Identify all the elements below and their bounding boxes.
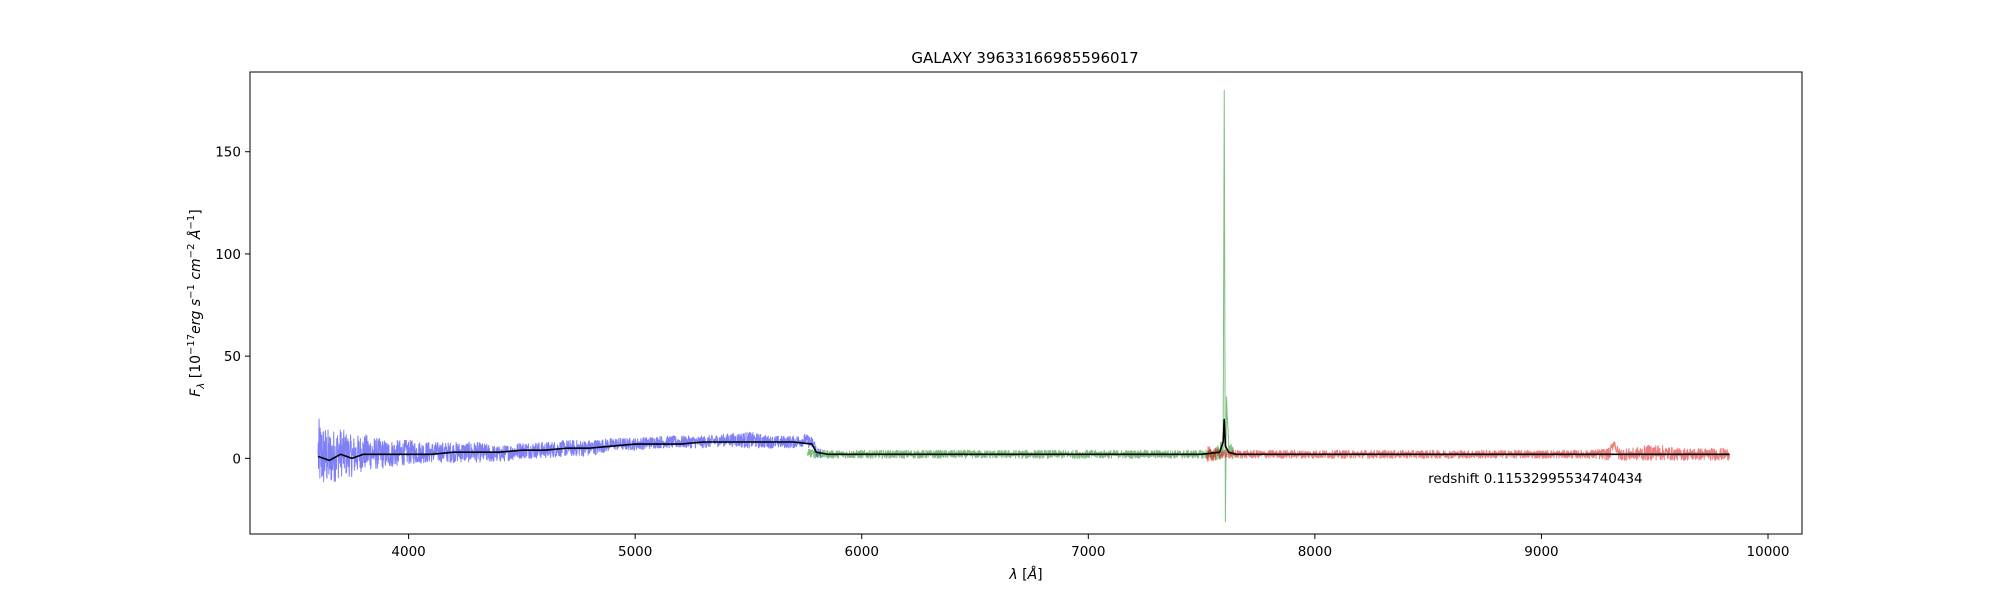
y-axis-label: Fλ [10−17erg s−1 cm−2 Å−1] (186, 209, 207, 396)
redshift-annotation: redshift 0.11532995534740434 (1428, 471, 1642, 487)
chart-title: GALAXY 39633166985596017 (911, 49, 1138, 67)
x-label-angstrom: Å (1027, 566, 1038, 583)
x-label-open: [ (1018, 567, 1028, 583)
y-tick-label: 150 (215, 145, 241, 161)
y-axis-ticks: 0 50 100 150 (215, 145, 250, 467)
y-label-cm: cm (188, 258, 204, 284)
x-label-close: ] (1037, 567, 1042, 583)
x-tick-label: 7000 (1071, 544, 1105, 560)
x-tick-label: 9000 (1524, 544, 1558, 560)
y-label-erg: erg s (188, 299, 204, 334)
x-tick-label: 6000 (845, 544, 879, 560)
y-label-exp2: −2 (186, 244, 197, 259)
y-tick-label: 100 (215, 247, 241, 263)
x-axis-label: λ [Å] (1008, 566, 1042, 583)
series-layer (317, 89, 1730, 523)
plot-frame (249, 71, 1803, 535)
y-label-close: ] (188, 209, 204, 214)
y-label-exp17: −17 (186, 334, 197, 355)
y-label-open: [10 (188, 355, 204, 383)
y-label-exp1b: −1 (186, 215, 197, 230)
x-tick-label: 4000 (391, 544, 425, 560)
y-tick-label: 0 (232, 451, 241, 467)
x-tick-label: 10000 (1747, 544, 1790, 560)
y-tick-label: 50 (224, 349, 241, 365)
y-label-lambda-sub: λ (196, 383, 207, 390)
spectrum-series-4 (317, 418, 1730, 462)
y-label-f: F (188, 388, 204, 397)
x-axis-ticks: 4000 5000 6000 7000 8000 9000 10000 (391, 534, 1789, 560)
y-label-exp1a: −1 (186, 284, 197, 299)
x-tick-label: 8000 (1298, 544, 1332, 560)
y-label-angstrom: Å (187, 230, 204, 244)
x-tick-label: 5000 (618, 544, 652, 560)
x-label-lambda: λ (1008, 567, 1017, 583)
